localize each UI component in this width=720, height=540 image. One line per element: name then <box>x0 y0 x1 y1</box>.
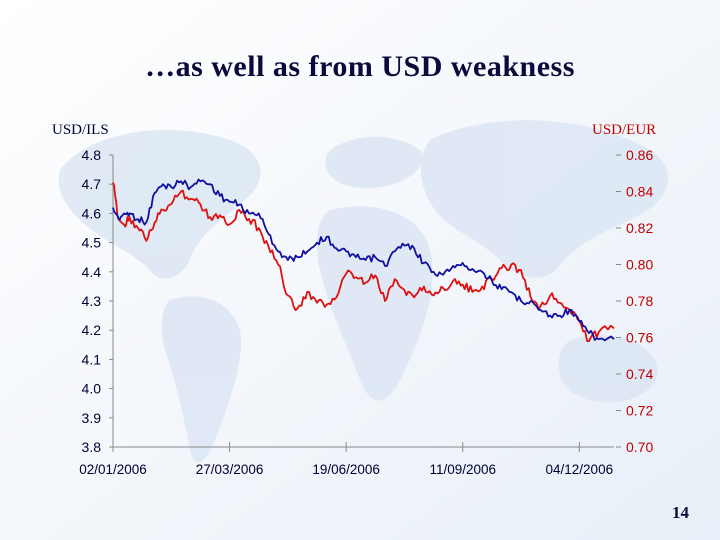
left-y-tick-label: 4.7 <box>82 176 102 192</box>
right-y-tick-label: 0.72 <box>626 403 653 419</box>
left-y-tick-label: 4.8 <box>82 147 102 163</box>
left-y-tick-label: 4.6 <box>82 205 102 221</box>
left-axis-title: USD/ILS <box>52 122 109 138</box>
left-y-tick-label: 4.2 <box>82 322 102 338</box>
left-y-tick-label: 4.0 <box>82 381 102 397</box>
page-number: 14 <box>672 503 689 522</box>
right-y-tick-label: 0.74 <box>626 366 653 382</box>
left-y-tick-label: 4.3 <box>82 293 102 309</box>
right-y-tick-label: 0.70 <box>626 439 653 455</box>
x-tick-label: 04/12/2006 <box>546 462 614 477</box>
right-y-tick-label: 0.78 <box>626 293 653 309</box>
series-line-usd-eur <box>112 182 615 343</box>
x-tick-label: 19/06/2006 <box>312 462 380 477</box>
right-y-tick-label: 0.82 <box>626 220 653 236</box>
x-tick-label: 11/09/2006 <box>429 462 496 477</box>
x-tick-label: 27/03/2006 <box>196 462 264 477</box>
right-axis-title: USD/EUR <box>592 122 657 138</box>
left-y-tick-label: 4.4 <box>82 264 102 280</box>
series-line-usd-ils <box>112 178 615 342</box>
right-y-tick-label: 0.80 <box>626 257 653 273</box>
right-y-tick-label: 0.76 <box>626 330 653 346</box>
x-tick-label: 02/01/2006 <box>79 462 147 477</box>
left-y-tick-label: 4.5 <box>82 235 102 251</box>
right-y-tick-label: 0.86 <box>626 147 653 163</box>
slide-title: …as well as from USD weakness <box>145 50 575 83</box>
left-y-tick-label: 3.9 <box>82 410 102 426</box>
left-y-tick-label: 3.8 <box>82 439 102 455</box>
right-y-tick-label: 0.84 <box>626 184 653 200</box>
left-y-tick-label: 4.1 <box>82 351 102 367</box>
